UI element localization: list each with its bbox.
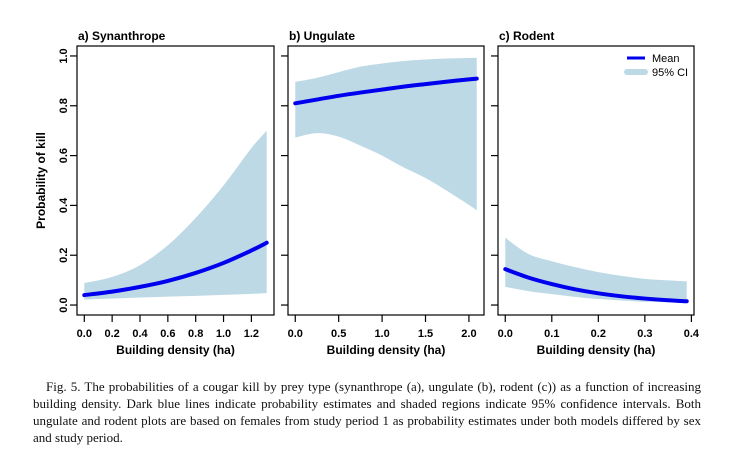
legend-label: 95% CI xyxy=(652,67,688,79)
y-tick-label: 1.0 xyxy=(58,48,70,63)
x-tick-label: 0.3 xyxy=(637,328,652,340)
x-tick-label: 0.0 xyxy=(498,328,513,340)
plot-frame xyxy=(497,45,695,316)
plot-frame xyxy=(287,45,485,316)
x-tick-label: 0.8 xyxy=(188,328,203,340)
panel-title: b) Ungulate xyxy=(289,29,355,43)
y-tick-label: 0.2 xyxy=(58,248,70,263)
x-axis-title: Building density (ha) xyxy=(537,343,656,357)
x-tick-label: 0.0 xyxy=(288,328,303,340)
ci-band xyxy=(505,237,687,303)
x-tick-label: 1.0 xyxy=(216,328,231,340)
x-tick-label: 1.5 xyxy=(418,328,433,340)
mean-line xyxy=(293,76,479,106)
x-axis-title: Building density (ha) xyxy=(327,343,446,357)
x-tick-label: 0.1 xyxy=(544,328,559,340)
x-tick-label: 0.4 xyxy=(684,328,700,340)
x-tick-label: 0.2 xyxy=(591,328,606,340)
figure-caption: Fig. 5. The probabilities of a cougar ki… xyxy=(33,379,701,445)
ci-band xyxy=(84,130,267,300)
x-tick-label: 1.0 xyxy=(374,328,389,340)
legend: Mean 95% CI xyxy=(624,53,688,79)
x-tick-label: 2.0 xyxy=(461,328,476,340)
cougar-kill-probability-figure: 0.0 0.2 0.4 0.6 0.8 1.0 1.2 0.0 0.2 0.4 0.6 0.8 1.0 a… xyxy=(34,29,700,357)
y-axis-title: Probability of kill xyxy=(34,132,48,229)
panel-c: 0.0 0.1 0.2 0.3 0.4 c) Rodent Building density… xyxy=(491,29,700,357)
legend-label: Mean xyxy=(652,53,680,65)
mean-line xyxy=(82,240,269,298)
y-tick-label: 0.8 xyxy=(58,98,70,113)
y-tick-label: 0.4 xyxy=(58,197,70,213)
x-axis-title: Building density (ha) xyxy=(116,343,235,357)
x-tick-label: 0.6 xyxy=(160,328,175,340)
x-tick-label: 0.4 xyxy=(132,328,148,340)
panel-title: c) Rodent xyxy=(499,29,554,43)
x-tick-label: 0.5 xyxy=(331,328,346,340)
x-tick-label: 1.2 xyxy=(244,328,259,340)
panel-title: a) Synanthrope xyxy=(78,29,166,43)
x-tick-label: 0.0 xyxy=(77,328,92,340)
panel-a: 0.0 0.2 0.4 0.6 0.8 1.0 1.2 0.0 0.2 0.4 0.6 0.8 1.0 a… xyxy=(34,29,275,357)
x-tick-label: 0.2 xyxy=(104,328,119,340)
panel-b: 0.0 0.5 1.0 1.5 2.0 b) Ungulate Building densi… xyxy=(281,29,485,357)
y-tick-label: 0.6 xyxy=(58,148,70,163)
y-tick-label: 0.0 xyxy=(58,297,70,312)
mean-line xyxy=(503,267,689,304)
plot-frame xyxy=(76,45,275,316)
